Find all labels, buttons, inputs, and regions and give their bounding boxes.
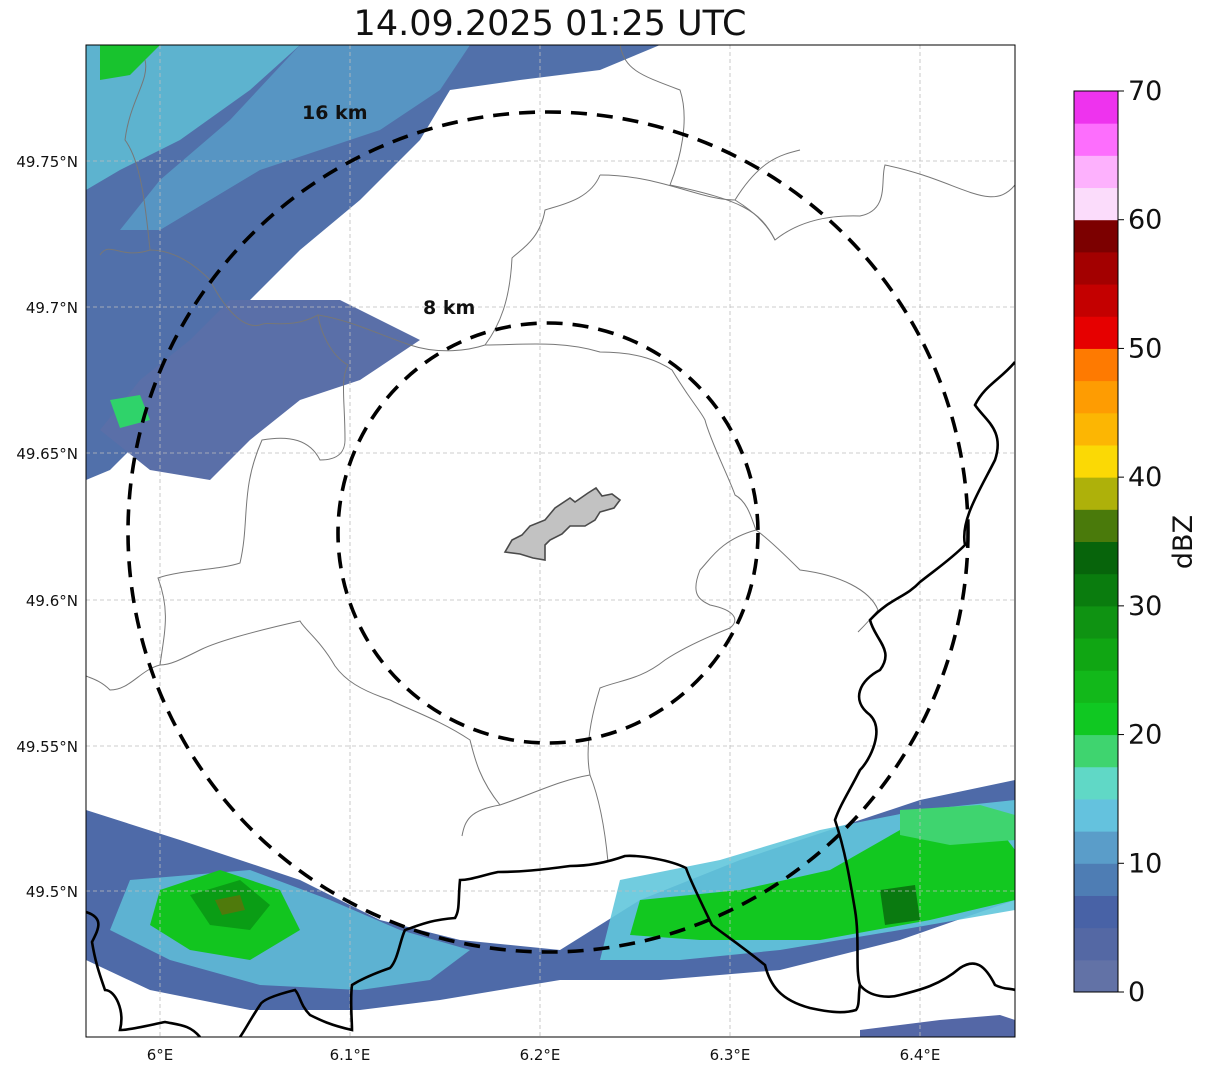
- colorbar-tick-label: 30: [1128, 591, 1162, 622]
- colorbar-segment: [1074, 251, 1118, 285]
- colorbar-tick-label: 60: [1128, 205, 1162, 236]
- map-title: 14.09.2025 01:25 UTC: [353, 4, 747, 44]
- lat-tick-label: 49.55°N: [16, 738, 78, 756]
- lon-axis: 6°E 6.1°E 6.2°E 6.3°E 6.4°E: [147, 1046, 941, 1064]
- lat-tick-label: 49.5°N: [26, 883, 78, 901]
- colorbar-frame: [1073, 90, 1119, 993]
- colorbar-ticks: 0 10 20 30 40 50 60 70: [1118, 76, 1162, 1008]
- colorbar-segment: [1074, 863, 1118, 896]
- colorbar-tick-label: 70: [1128, 76, 1162, 107]
- colorbar-segment: [1074, 477, 1118, 510]
- national-border: [86, 361, 1015, 1037]
- colorbar-segment: [1074, 316, 1118, 349]
- lat-tick-label: 49.65°N: [16, 445, 78, 463]
- colorbar-axis-label: dBZ: [1168, 515, 1199, 569]
- colorbar-segment: [1074, 155, 1118, 189]
- colorbar-tick-label: 50: [1128, 333, 1162, 364]
- colorbar-segment: [1074, 670, 1118, 703]
- echo-nw-light-blue: [120, 45, 470, 230]
- colorbar-segment: [1074, 91, 1118, 124]
- colorbar-tick-label: 20: [1128, 720, 1162, 751]
- colorbar-segment: [1074, 605, 1118, 639]
- lat-axis: 49.75°N 49.7°N 49.65°N 49.6°N 49.55°N 49…: [16, 153, 78, 901]
- echo-green-patch: [110, 395, 150, 428]
- colorbar-segment: [1074, 766, 1118, 800]
- colorbar-segment: [1074, 541, 1118, 575]
- echo-olive-core: [215, 895, 245, 915]
- echo-arm-mid: [100, 300, 420, 480]
- colorbar-segment: [1074, 412, 1118, 446]
- colorbar-segment: [1074, 123, 1118, 156]
- colorbar-segment: [1074, 573, 1118, 607]
- echo-nw-green: [100, 45, 160, 80]
- colorbar-segment: [1074, 444, 1118, 478]
- ring-label-16km: 16 km: [302, 102, 368, 124]
- colorbar-segment: [1074, 219, 1118, 253]
- colorbar-segment: [1074, 348, 1118, 382]
- lon-tick-label: 6.3°E: [710, 1046, 751, 1064]
- range-ring-16km: [126, 110, 970, 954]
- colorbar-segment: [1074, 638, 1118, 671]
- colorbar-segment: [1074, 927, 1118, 961]
- echo-south-lightgreen-e: [900, 805, 1015, 845]
- colorbar-segment: [1074, 831, 1118, 864]
- colorbar-segment: [1074, 798, 1118, 832]
- colorbar-segment: [1074, 895, 1118, 929]
- lon-tick-label: 6°E: [147, 1046, 174, 1064]
- lon-tick-label: 6.2°E: [520, 1046, 561, 1064]
- map-frame: [85, 44, 1016, 1038]
- colorbar-segment: [1074, 509, 1118, 542]
- colorbar-tick-label: 40: [1128, 462, 1162, 493]
- colorbar-segment: [1074, 702, 1118, 736]
- ring-label-8km: 8 km: [423, 297, 475, 319]
- lat-tick-label: 49.75°N: [16, 153, 78, 171]
- central-city-area: [503, 486, 622, 561]
- lat-tick-label: 49.7°N: [26, 299, 78, 317]
- echo-south-darkgreen-e: [880, 885, 920, 925]
- colorbar-tick-label: 10: [1128, 848, 1162, 879]
- echo-se-corner: [860, 1015, 1015, 1037]
- colorbar: 0 10 20 30 40 50 60 70 dBZ: [1073, 76, 1199, 1008]
- lon-tick-label: 6.1°E: [330, 1046, 371, 1064]
- colorbar-segment: [1074, 284, 1118, 317]
- colorbar-segment: [1074, 380, 1118, 414]
- gridlines: [86, 45, 1015, 1037]
- lon-tick-label: 6.4°E: [900, 1046, 941, 1064]
- range-ring-8km: [336, 321, 760, 745]
- colorbar-segments: [1074, 91, 1118, 993]
- echo-nw-cyan: [86, 45, 300, 190]
- colorbar-segment: [1074, 734, 1118, 768]
- admin-boundaries: [86, 45, 1015, 863]
- colorbar-segment: [1074, 187, 1118, 221]
- colorbar-tick-label: 0: [1128, 977, 1145, 1008]
- colorbar-segment: [1074, 959, 1118, 993]
- lat-tick-label: 49.6°N: [26, 592, 78, 610]
